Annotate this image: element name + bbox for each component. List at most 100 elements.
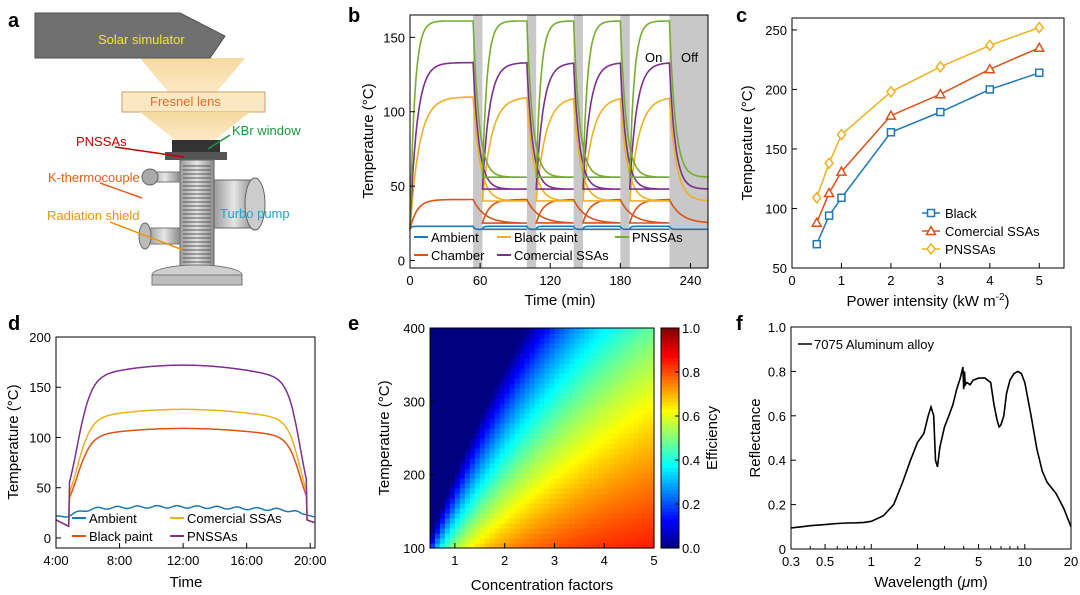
e-cell [589,448,595,454]
e-cell [579,438,585,444]
e-cell [489,538,496,544]
e-cell [474,538,481,544]
e-cell [609,433,615,439]
e-cell [589,403,595,409]
e-colorbar-step [661,353,679,358]
e-cell [519,508,526,514]
b-line-chamber [409,198,709,230]
c-point [824,211,834,220]
e-cell [504,508,511,514]
e-cell [559,408,565,414]
pnssas-label: PNSSAs [76,134,127,149]
e-cell [534,393,541,399]
e-cell [509,443,516,449]
e-cell [584,448,590,454]
e-cell [534,378,541,384]
e-cell [609,513,615,519]
e-cell [569,508,575,514]
e-cell [584,333,590,339]
e-cell [544,378,551,384]
e-cell [554,503,561,509]
e-cell [649,443,655,449]
e-cell [469,413,476,419]
e-cell [514,343,521,349]
e-cell [524,343,531,349]
panel-label-e: e [348,313,359,335]
e-cell [430,358,436,364]
e-cell [564,473,570,479]
e-cell [639,543,645,549]
e-cell [519,383,526,389]
e-cell [579,343,585,349]
e-cell [599,393,605,399]
e-cell [574,498,580,504]
e-cell [524,478,531,484]
light-cone-upper [140,58,245,94]
e-cell [479,473,486,479]
e-cell [479,488,486,494]
e-cell [430,538,436,544]
e-cell [444,543,451,549]
e-cell [474,518,481,524]
e-cell [614,478,620,484]
e-cell [544,343,551,349]
e-cell [529,348,536,354]
e-cell [554,438,561,444]
e-cell [639,448,645,454]
e-cell [430,343,436,349]
e-cell [430,493,436,499]
e-cell [594,423,600,429]
e-cell [604,413,610,419]
e-cell [459,423,466,429]
e-cell [489,423,496,429]
b-ytick-label: 50 [391,179,405,194]
e-cell [449,333,456,339]
e-cell [430,393,436,399]
e-cell [514,398,521,404]
e-cell [484,428,491,434]
e-cell [584,393,590,399]
c-legend-comercial: Comercial SSAs [945,224,1040,239]
base-stand [151,274,243,286]
e-cell [589,493,595,499]
e-cell [484,388,491,394]
e-cell [634,393,640,399]
e-cell [479,513,486,519]
e-cell [499,518,506,524]
e-cell [649,378,655,384]
b-line-comercial-ssas [409,61,709,230]
e-cell [649,523,655,529]
e-cell [564,483,570,489]
e-cell [644,418,650,424]
e-cell [569,458,575,464]
e-cell [559,493,565,499]
e-cell [489,468,496,474]
e-cell [539,358,546,364]
e-cell [604,503,610,509]
e-cell [624,338,630,344]
e-cell [494,498,501,504]
b-line-black-paint [409,96,708,230]
e-cell [614,533,620,539]
e-cell [509,508,516,514]
e-cell [489,428,496,434]
e-cell [439,483,446,489]
e-cell [629,513,635,519]
e-cell [579,433,585,439]
e-cell [534,458,541,464]
e-cell [559,423,565,429]
e-cell [519,448,526,454]
e-cell [459,498,466,504]
e-cell [609,373,615,379]
e-cell [589,488,595,494]
e-cell [614,443,620,449]
e-cell [569,328,575,334]
e-cell [524,498,531,504]
e-cell [584,373,590,379]
c-line-0 [816,72,1040,245]
b-xtick-label: 240 [680,273,702,288]
c-legend-black: Black [945,206,977,221]
e-cell [539,458,546,464]
